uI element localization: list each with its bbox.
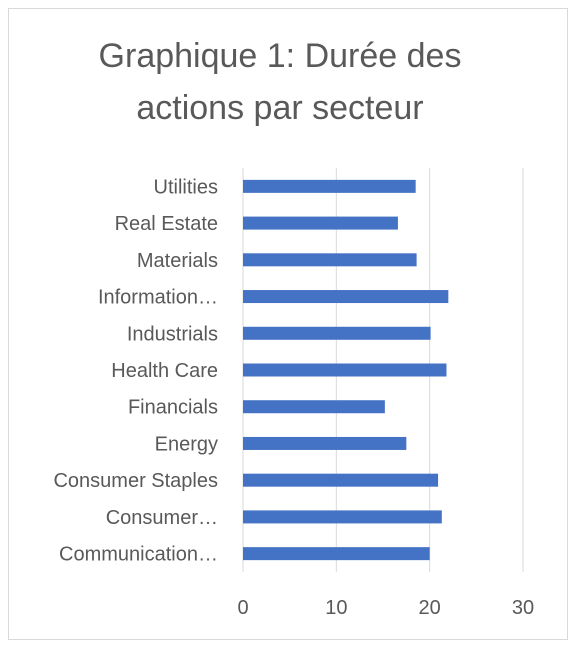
bar-6 (243, 400, 385, 414)
x-tick-label-0: 0 (237, 597, 248, 619)
bar-7 (243, 436, 407, 450)
bars (243, 179, 449, 561)
category-label-4: Industrials (127, 323, 218, 345)
category-label-8: Consumer Staples (53, 470, 218, 492)
chart-frame (8, 8, 568, 640)
bar-2 (243, 253, 417, 267)
bar-1 (243, 216, 398, 230)
bar-5 (243, 363, 447, 377)
category-label-2: Materials (137, 250, 218, 272)
category-label-10: Communication… (59, 544, 218, 566)
bar-8 (243, 473, 439, 487)
category-labels: Utilities Real Estate Materials Information… (53, 176, 218, 565)
category-label-3: Information… (98, 287, 218, 309)
chart-title: Graphique 1: Durée des actions par secte… (98, 37, 462, 127)
bar-0 (243, 179, 416, 193)
bar-9 (243, 510, 442, 524)
category-label-6: Financials (128, 397, 218, 419)
x-tick-label-30: 30 (512, 597, 534, 619)
category-label-9: Consumer… (106, 507, 218, 529)
x-tick-label-10: 10 (325, 597, 347, 619)
category-label-5: Health Care (111, 360, 218, 382)
x-tick-label-20: 20 (419, 597, 441, 619)
category-label-1: Real Estate (115, 213, 218, 235)
bar-3 (243, 290, 449, 304)
category-label-7: Energy (155, 433, 218, 455)
x-axis-tick-labels: 0 10 20 30 (237, 597, 534, 619)
bar-4 (243, 326, 431, 340)
category-label-0: Utilities (154, 176, 218, 198)
bar-10 (243, 547, 430, 561)
